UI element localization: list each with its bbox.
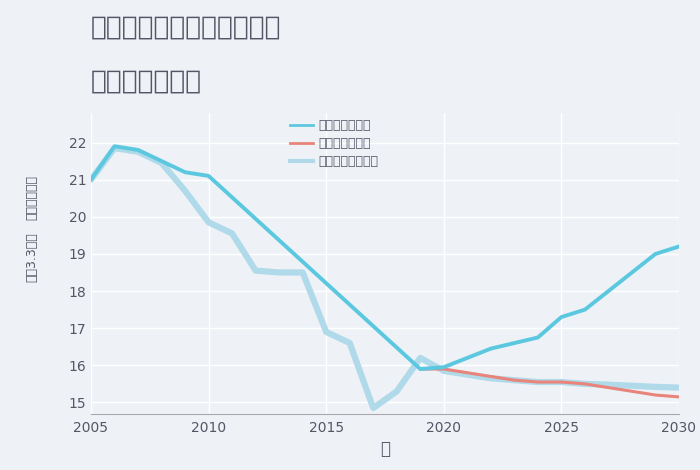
グッドシナリオ bbox=[463, 355, 472, 360]
ノーマルシナリオ bbox=[533, 379, 542, 385]
ノーマルシナリオ bbox=[510, 377, 519, 383]
バッドシナリオ bbox=[604, 385, 612, 391]
ノーマルシナリオ bbox=[251, 268, 260, 274]
グッドシナリオ bbox=[204, 173, 213, 179]
バッドシナリオ bbox=[510, 377, 519, 383]
Text: 坪（3.3㎡）: 坪（3.3㎡） bbox=[26, 232, 38, 282]
ノーマルシナリオ bbox=[228, 231, 237, 236]
ノーマルシナリオ bbox=[204, 219, 213, 225]
バッドシナリオ bbox=[628, 389, 636, 394]
ノーマルシナリオ bbox=[486, 376, 495, 381]
グッドシナリオ bbox=[440, 364, 448, 370]
ノーマルシナリオ bbox=[181, 188, 189, 194]
ノーマルシナリオ bbox=[581, 381, 589, 387]
Legend: グッドシナリオ, バッドシナリオ, ノーマルシナリオ: グッドシナリオ, バッドシナリオ, ノーマルシナリオ bbox=[290, 119, 379, 168]
ノーマルシナリオ bbox=[604, 382, 612, 387]
グッドシナリオ bbox=[416, 366, 424, 372]
ノーマルシナリオ bbox=[298, 270, 307, 275]
グッドシナリオ bbox=[87, 177, 95, 182]
ノーマルシナリオ bbox=[134, 149, 142, 155]
グッドシナリオ bbox=[604, 288, 612, 294]
ノーマルシナリオ bbox=[557, 379, 566, 385]
バッドシナリオ bbox=[651, 392, 659, 398]
グッドシナリオ bbox=[533, 335, 542, 340]
Text: 兵庫県豊岡市日高町森山の: 兵庫県豊岡市日高町森山の bbox=[91, 14, 281, 40]
ノーマルシナリオ bbox=[275, 270, 284, 275]
グッドシナリオ bbox=[581, 307, 589, 313]
バッドシナリオ bbox=[581, 381, 589, 387]
ノーマルシナリオ bbox=[440, 368, 448, 374]
グッドシナリオ bbox=[158, 158, 166, 164]
バッドシナリオ bbox=[533, 379, 542, 385]
グッドシナリオ bbox=[111, 143, 119, 149]
グッドシナリオ bbox=[628, 270, 636, 275]
Line: バッドシナリオ: バッドシナリオ bbox=[420, 369, 679, 397]
グッドシナリオ bbox=[557, 314, 566, 320]
ノーマルシナリオ bbox=[322, 329, 330, 335]
ノーマルシナリオ bbox=[369, 405, 377, 411]
グッドシナリオ bbox=[486, 346, 495, 352]
グッドシナリオ bbox=[181, 169, 189, 175]
バッドシナリオ bbox=[463, 370, 472, 376]
バッドシナリオ bbox=[675, 394, 683, 399]
バッドシナリオ bbox=[440, 366, 448, 372]
ノーマルシナリオ bbox=[111, 145, 119, 151]
ノーマルシナリオ bbox=[463, 372, 472, 377]
Text: 土地の価格推移: 土地の価格推移 bbox=[91, 68, 202, 94]
X-axis label: 年: 年 bbox=[380, 440, 390, 458]
Line: ノーマルシナリオ: ノーマルシナリオ bbox=[91, 148, 679, 408]
ノーマルシナリオ bbox=[158, 160, 166, 166]
グッドシナリオ bbox=[675, 243, 683, 249]
バッドシナリオ bbox=[416, 366, 424, 372]
グッドシナリオ bbox=[510, 340, 519, 346]
バッドシナリオ bbox=[557, 379, 566, 385]
ノーマルシナリオ bbox=[651, 384, 659, 390]
グッドシナリオ bbox=[134, 147, 142, 153]
Text: 単価（万円）: 単価（万円） bbox=[26, 174, 38, 219]
グッドシナリオ bbox=[651, 251, 659, 257]
ノーマルシナリオ bbox=[87, 177, 95, 182]
ノーマルシナリオ bbox=[675, 385, 683, 391]
Line: グッドシナリオ: グッドシナリオ bbox=[91, 146, 679, 369]
ノーマルシナリオ bbox=[416, 355, 424, 360]
バッドシナリオ bbox=[486, 374, 495, 379]
ノーマルシナリオ bbox=[393, 389, 401, 394]
ノーマルシナリオ bbox=[628, 383, 636, 389]
ノーマルシナリオ bbox=[346, 340, 354, 346]
